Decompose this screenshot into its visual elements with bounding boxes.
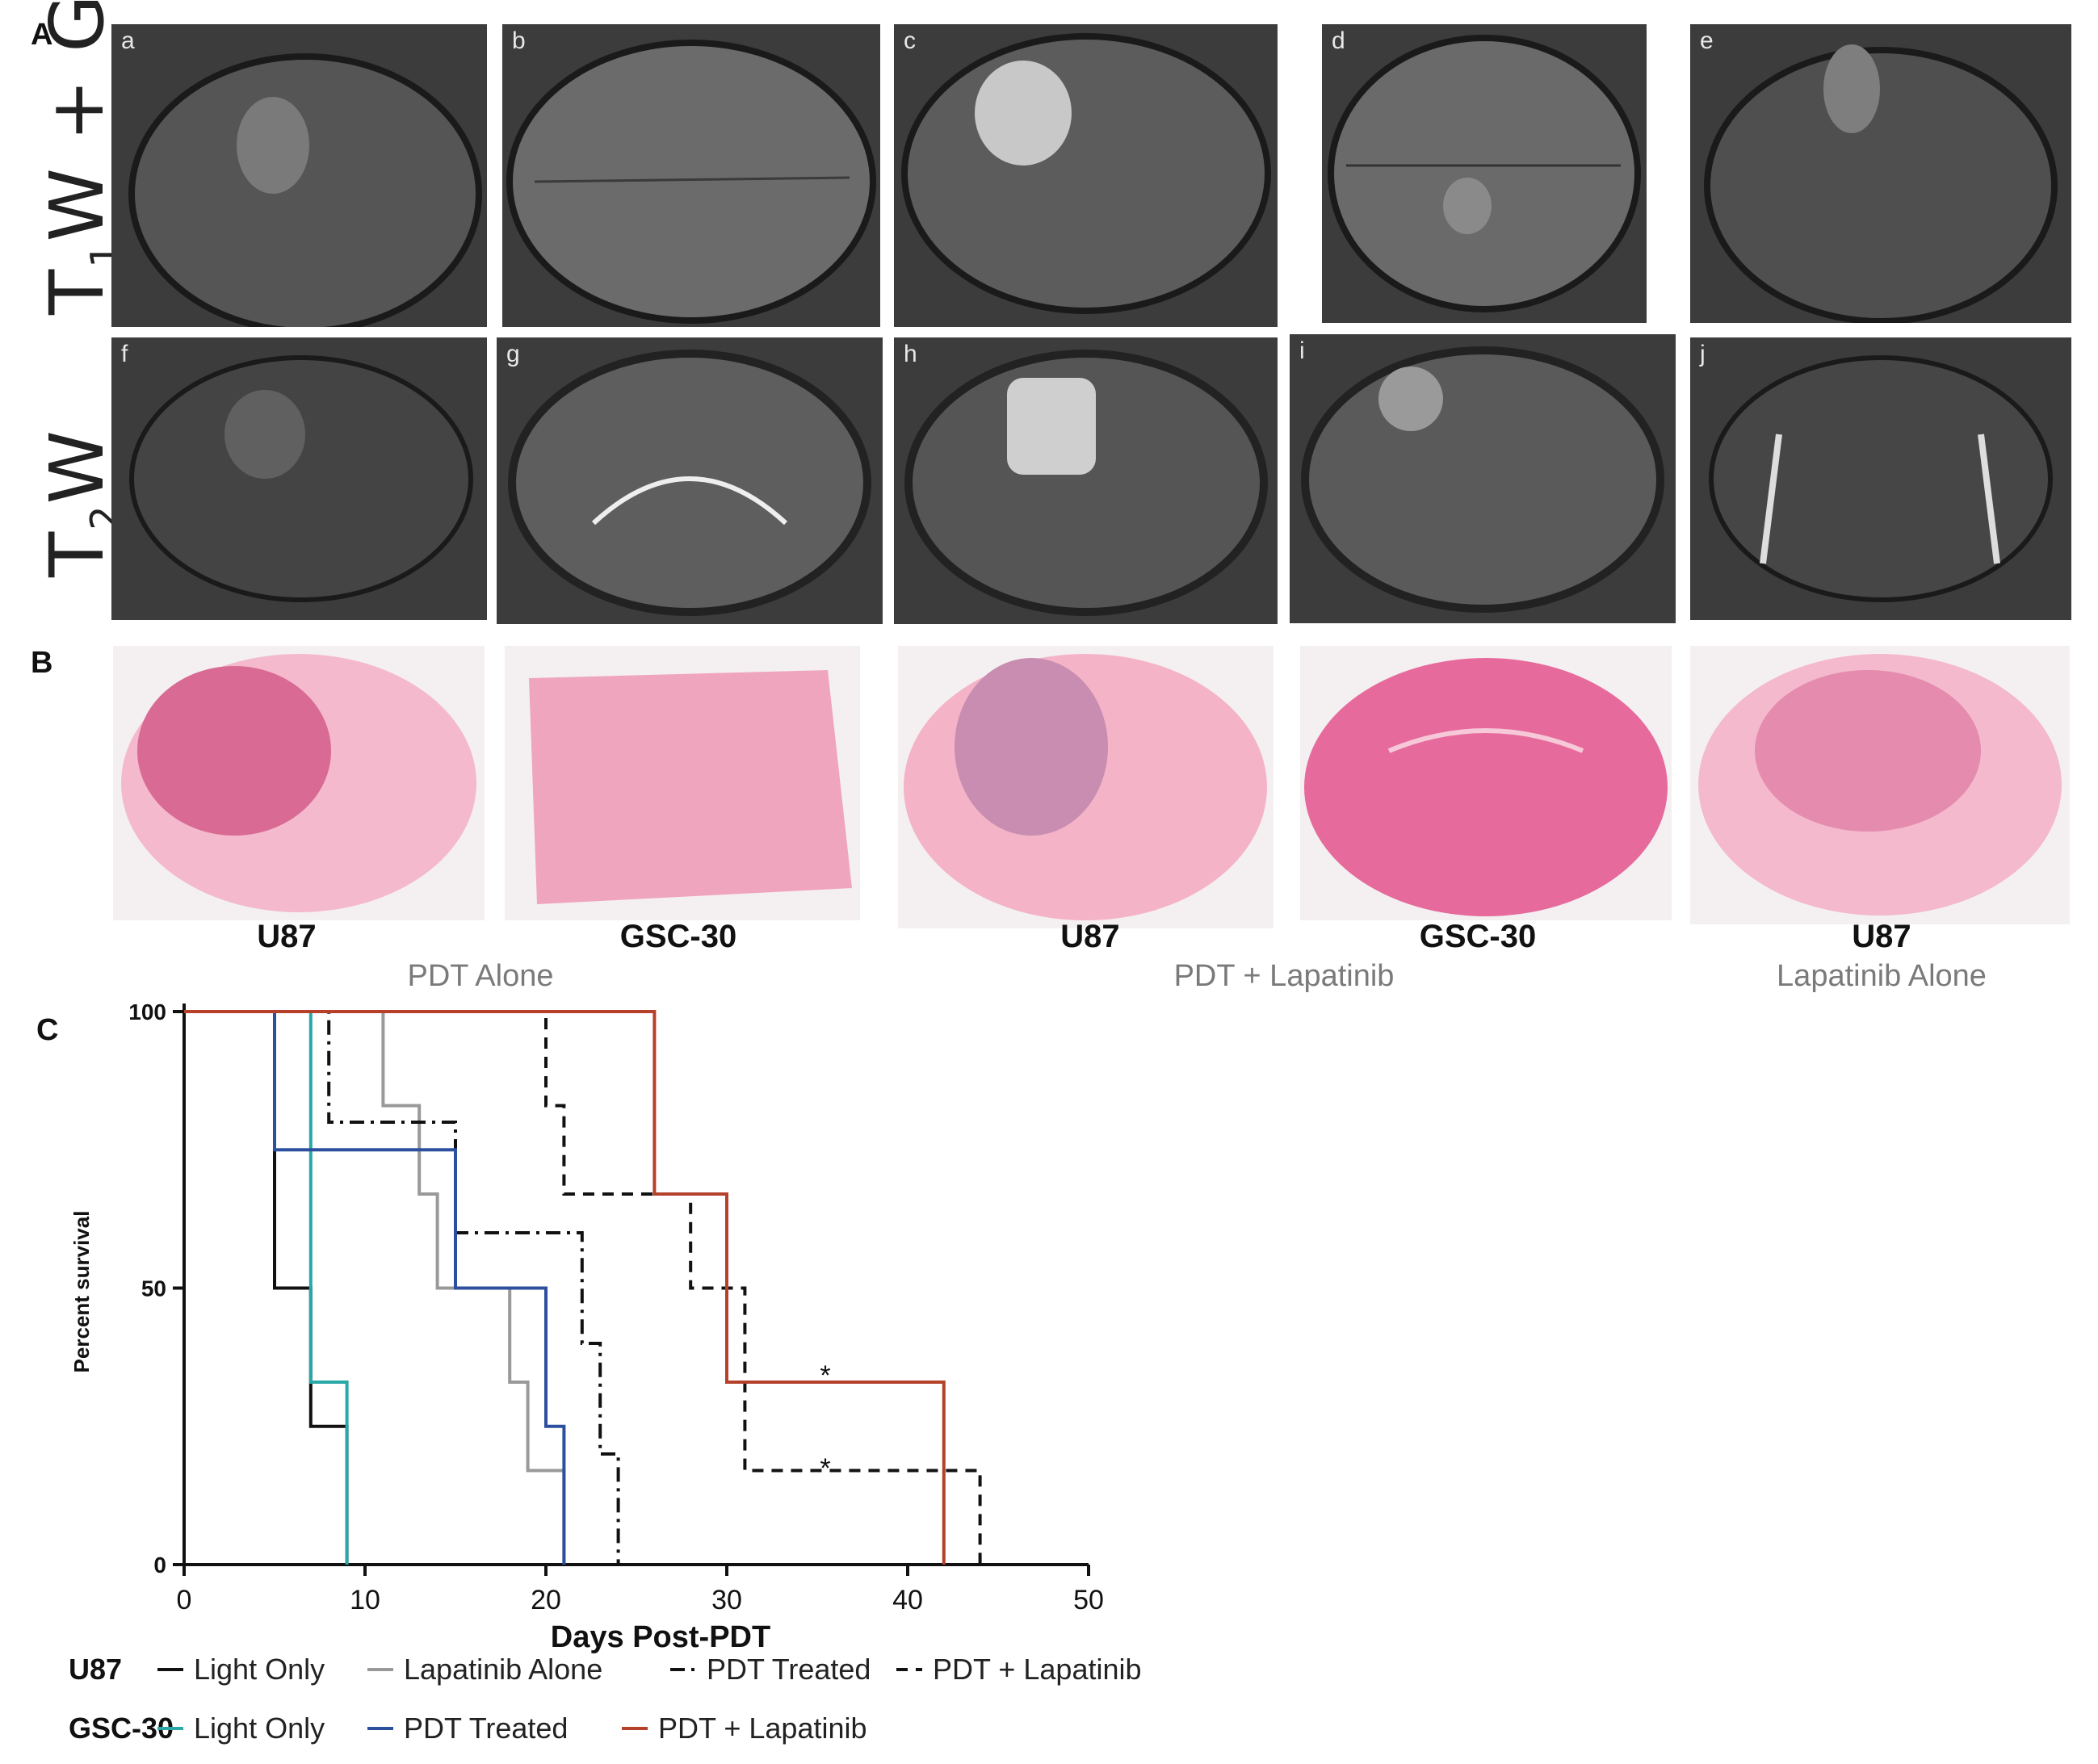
x-tick-label: 10 bbox=[350, 1585, 380, 1615]
series-line-4 bbox=[184, 1010, 349, 1565]
group-label-pdt-alone: PDT Alone bbox=[407, 959, 554, 993]
histology-label-u87-1: U87 bbox=[257, 919, 317, 954]
histology-label-u87-2: U87 bbox=[1060, 919, 1120, 954]
mri-image-i: i bbox=[1290, 334, 1676, 623]
legend-item-label: PDT + Lapatinib bbox=[933, 1653, 1142, 1686]
x-tick-label: 30 bbox=[711, 1585, 742, 1615]
mri-image-a: a bbox=[111, 24, 487, 327]
x-tick-label: 50 bbox=[1073, 1585, 1104, 1615]
legend-item-label: Lapatinib Alone bbox=[404, 1653, 602, 1686]
panel-a-letter: A bbox=[31, 18, 53, 52]
x-tick-label: 20 bbox=[531, 1585, 561, 1615]
mri-image-b: b bbox=[502, 24, 880, 327]
significance-star-2: * bbox=[820, 1453, 830, 1484]
group-label-lapatinib-alone: Lapatinib Alone bbox=[1777, 959, 1987, 993]
mri-image-h: h bbox=[894, 337, 1278, 624]
legend-title-GSC30: GSC-30 bbox=[69, 1712, 174, 1745]
histology-image-3 bbox=[898, 646, 1273, 928]
histology-label-gsc30-2: GSC-30 bbox=[1419, 919, 1537, 954]
mri-image-c: c bbox=[894, 24, 1278, 327]
histology-image-5 bbox=[1690, 646, 2070, 924]
group-label-pdt-lapatinib: PDT + Lapatinib bbox=[1173, 959, 1395, 993]
mri-image-g: g bbox=[497, 337, 883, 624]
legend-item-label: PDT + Lapatinib bbox=[658, 1712, 867, 1745]
y-tick-label: 0 bbox=[153, 1552, 166, 1578]
x-tick-label: 40 bbox=[892, 1585, 923, 1615]
mri-image-d: d bbox=[1322, 24, 1647, 323]
histology-label-gsc30-1: GSC-30 bbox=[619, 919, 737, 954]
mri-image-f: f bbox=[111, 337, 487, 620]
histology-image-4 bbox=[1300, 646, 1672, 920]
y-tick-label: 50 bbox=[141, 1276, 166, 1301]
legend-item-label: PDT Treated bbox=[404, 1712, 568, 1745]
y-tick-label: 100 bbox=[128, 999, 166, 1024]
histology-label-u87-3: U87 bbox=[1852, 919, 1911, 954]
mri-image-j: j bbox=[1690, 337, 2071, 620]
legend-item-label: Light Only bbox=[194, 1653, 325, 1686]
panel-b-letter: B bbox=[31, 646, 53, 680]
panel-c-letter: C bbox=[36, 1013, 59, 1047]
y-axis-label: Percent survival bbox=[69, 1211, 94, 1373]
series-line-5 bbox=[184, 1010, 566, 1565]
legend-title-U87: U87 bbox=[69, 1653, 122, 1686]
series-line-2 bbox=[184, 1010, 620, 1565]
series-line-6 bbox=[184, 1010, 946, 1565]
histology-image-2 bbox=[505, 646, 860, 920]
legend-item-label: PDT Treated bbox=[707, 1653, 871, 1686]
legend-item-label: Light Only bbox=[194, 1712, 325, 1745]
x-tick-label: 0 bbox=[177, 1585, 192, 1615]
series-line-0 bbox=[184, 1010, 349, 1565]
series-line-1 bbox=[184, 1010, 566, 1565]
x-axis-label: Days Post-PDT bbox=[551, 1620, 770, 1654]
histology-image-1 bbox=[113, 646, 485, 920]
significance-star-1: * bbox=[820, 1360, 830, 1391]
mri-image-e: e bbox=[1690, 24, 2071, 323]
